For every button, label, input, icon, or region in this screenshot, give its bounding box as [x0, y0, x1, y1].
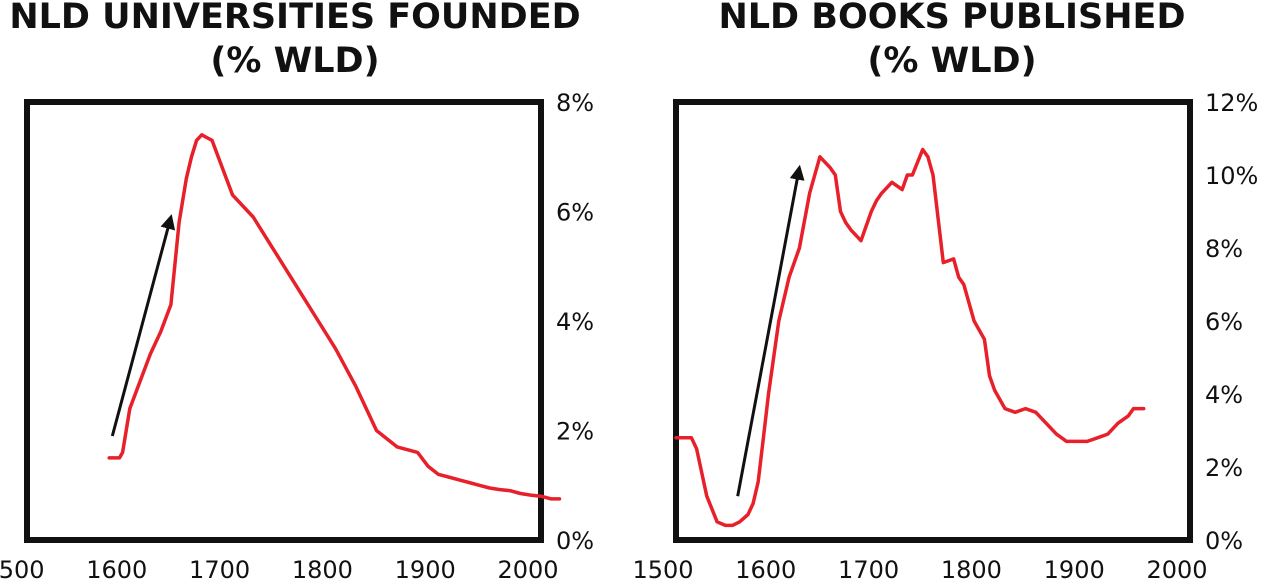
trend-arrow [736, 164, 805, 497]
y-tick-label: 10% [1205, 162, 1258, 190]
x-tick-label: 1900 [1044, 556, 1105, 580]
x-tick-label: 1700 [838, 556, 899, 580]
y-tick-label: 0% [556, 527, 594, 555]
series-line [674, 147, 1146, 528]
trend-arrow [110, 214, 176, 437]
y-tick-label: 2% [556, 418, 594, 446]
y-tick-label: 4% [556, 308, 594, 336]
y-tick-label: 8% [1205, 235, 1243, 263]
x-axis-ticks: 1500 1600 1700 1800 1900 2000 [0, 556, 559, 580]
x-tick-label: 1700 [189, 556, 250, 580]
plot-frame [24, 99, 544, 543]
series-line [107, 133, 562, 501]
x-tick-label: 1800 [292, 556, 353, 580]
x-tick-label: 2000 [1146, 556, 1207, 580]
x-tick-label: 1900 [395, 556, 456, 580]
y-tick-label: 12% [1205, 89, 1258, 117]
y-tick-label: 8% [556, 89, 594, 117]
y-axis-ticks: 0% 2% 4% 6% 8% [556, 89, 594, 555]
plot-frame [673, 99, 1193, 543]
y-tick-label: 0% [1205, 527, 1243, 555]
chart-title-line-2: (% WLD) [210, 41, 379, 81]
y-tick-label: 6% [1205, 308, 1243, 336]
y-tick-label: 6% [556, 199, 594, 227]
universities-chart: NLD UNIVERSITIES FOUNDED (% WLD) 1500 160… [0, 0, 594, 580]
chart-title-line-2: (% WLD) [867, 41, 1036, 81]
x-axis-ticks: 1500 1600 1700 1800 1900 2000 [632, 556, 1207, 580]
x-tick-label: 1800 [941, 556, 1002, 580]
x-tick-label: 2000 [497, 556, 558, 580]
x-tick-label: 1600 [86, 556, 147, 580]
books-chart: NLD BOOKS PUBLISHED (% WLD) 1500 1600 1700… [632, 0, 1258, 580]
chart-title-line-1: NLD UNIVERSITIES FOUNDED [9, 0, 580, 37]
x-tick-label: 1500 [632, 556, 693, 580]
y-tick-label: 2% [1205, 454, 1243, 482]
x-tick-label: 1500 [0, 556, 45, 580]
x-tick-label: 1600 [735, 556, 796, 580]
y-axis-ticks: 0% 2% 4% 6% 8% 10% 12% [1205, 89, 1258, 555]
y-tick-label: 4% [1205, 381, 1243, 409]
chart-title-line-1: NLD BOOKS PUBLISHED [718, 0, 1185, 37]
